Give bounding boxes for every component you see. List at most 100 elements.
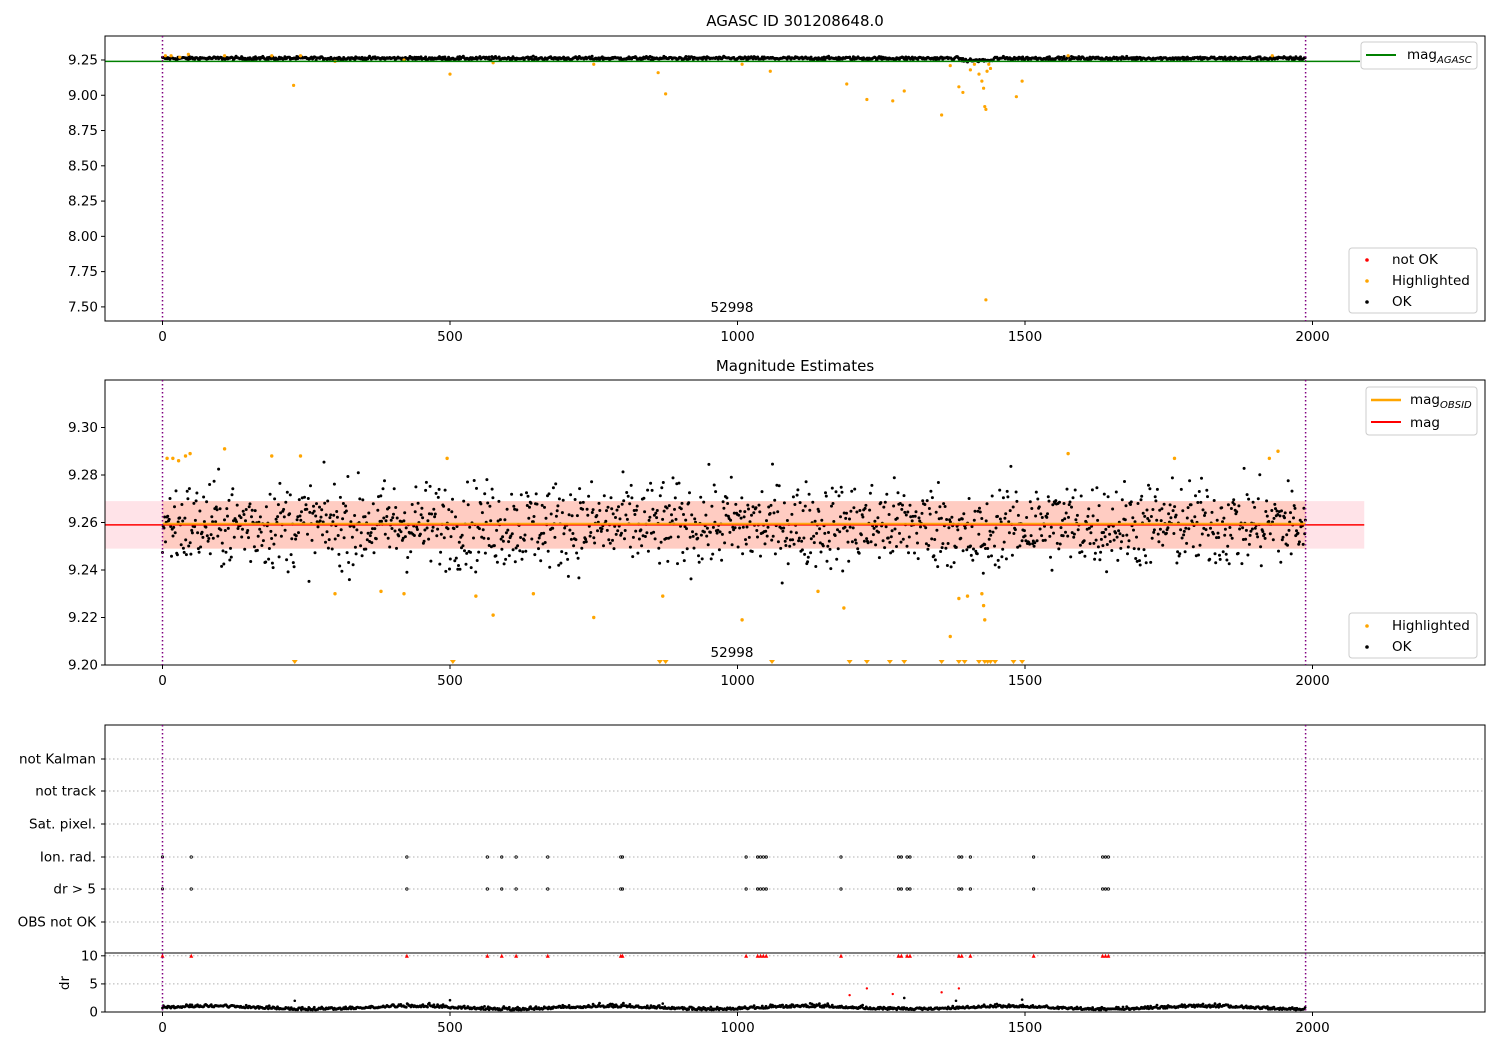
ok-point <box>1071 496 1075 500</box>
ok-point <box>555 509 559 513</box>
ok-point <box>942 502 946 506</box>
ok-point <box>1184 526 1188 530</box>
dr-point <box>1244 1004 1248 1008</box>
ok-point <box>1256 497 1260 501</box>
ok-point <box>410 503 414 506</box>
ok-point <box>559 561 563 565</box>
ok-point <box>732 528 736 532</box>
panel2-annotation: 52998 <box>711 645 754 661</box>
highlighted-point <box>1270 54 1274 58</box>
ok-point <box>939 550 943 553</box>
ok-point <box>691 530 694 534</box>
ok-point <box>401 536 405 540</box>
ok-point <box>782 526 786 530</box>
ok-point <box>563 526 567 530</box>
highlighted-point <box>1014 95 1018 99</box>
ok-point <box>962 512 966 516</box>
x-tick-label: 1000 <box>720 329 754 345</box>
ok-point <box>207 537 211 540</box>
ok-point <box>596 529 599 533</box>
ok-point <box>773 498 777 502</box>
ok-point <box>864 503 868 507</box>
ok-point <box>1029 534 1033 538</box>
ok-point <box>1049 525 1053 529</box>
highlighted-point <box>980 79 984 83</box>
ok-point <box>171 534 175 538</box>
ok-point <box>1000 555 1004 559</box>
ok-point <box>1297 540 1301 544</box>
ok-point <box>1033 541 1037 545</box>
ok-point <box>1166 526 1170 530</box>
below-range-marker <box>846 660 853 664</box>
ok-point <box>1222 516 1226 520</box>
ok-point <box>1030 507 1034 510</box>
ok-point <box>948 518 952 522</box>
panel1-ok-points <box>161 54 1307 64</box>
ok-point <box>194 499 198 503</box>
dr-point <box>1165 1006 1169 1010</box>
ok-point <box>737 513 741 517</box>
ok-point <box>252 545 256 549</box>
ok-point <box>853 538 857 542</box>
ok-point <box>581 507 585 511</box>
ok-point <box>279 534 283 538</box>
ok-point <box>562 532 566 536</box>
ok-point <box>1129 503 1132 506</box>
ok-point <box>469 550 472 554</box>
ok-point <box>1038 527 1042 531</box>
ok-point <box>1244 528 1248 532</box>
ok-point <box>994 526 998 530</box>
ok-point <box>1292 504 1296 508</box>
ok-point <box>184 553 188 557</box>
ok-point <box>796 488 800 492</box>
ok-point <box>1175 561 1179 565</box>
ok-point <box>335 510 339 513</box>
ok-point <box>759 554 762 558</box>
ok-point <box>294 537 298 541</box>
ok-point <box>1159 519 1163 523</box>
ok-point <box>339 528 343 532</box>
dr-point <box>1213 1002 1217 1006</box>
ok-point <box>376 508 380 512</box>
ok-point <box>548 565 552 569</box>
ok-point <box>856 547 860 551</box>
ok-point <box>1099 550 1103 554</box>
dr-outlier-point <box>954 999 958 1003</box>
ok-point <box>1112 538 1116 542</box>
ok-point <box>435 534 439 538</box>
ok-point <box>618 517 622 521</box>
ok-point <box>1102 492 1106 496</box>
ok-point <box>901 503 904 507</box>
legend-marker-highlighted <box>1365 279 1369 283</box>
ok-point <box>392 487 396 491</box>
ok-point <box>270 561 274 565</box>
highlighted-point <box>165 456 169 461</box>
ok-point <box>1276 513 1280 516</box>
ok-point <box>532 515 536 518</box>
ok-point <box>1197 553 1200 557</box>
ok-point <box>1144 561 1148 565</box>
ok-point <box>673 496 677 500</box>
ok-point <box>978 506 981 510</box>
flag-point <box>960 887 964 891</box>
dr-capped-marker <box>160 953 165 958</box>
ok-point <box>432 507 436 511</box>
panel1-annotation: 52998 <box>711 300 754 316</box>
ok-point <box>536 540 540 544</box>
ok-point <box>1120 498 1124 502</box>
y-tick-label: 9.24 <box>68 563 98 579</box>
ok-point <box>436 527 440 531</box>
ok-point <box>1275 509 1279 513</box>
ok-point <box>772 511 776 515</box>
ok-point <box>214 505 218 509</box>
ok-point <box>232 535 236 539</box>
ok-point <box>1201 508 1205 512</box>
y-tick-label: 7.50 <box>68 299 98 315</box>
ok-point <box>812 534 816 538</box>
ok-point <box>335 515 339 519</box>
ok-point <box>605 509 608 513</box>
ok-point <box>1153 495 1157 499</box>
panel3-gridlines <box>105 758 1485 923</box>
ok-point <box>510 532 514 536</box>
